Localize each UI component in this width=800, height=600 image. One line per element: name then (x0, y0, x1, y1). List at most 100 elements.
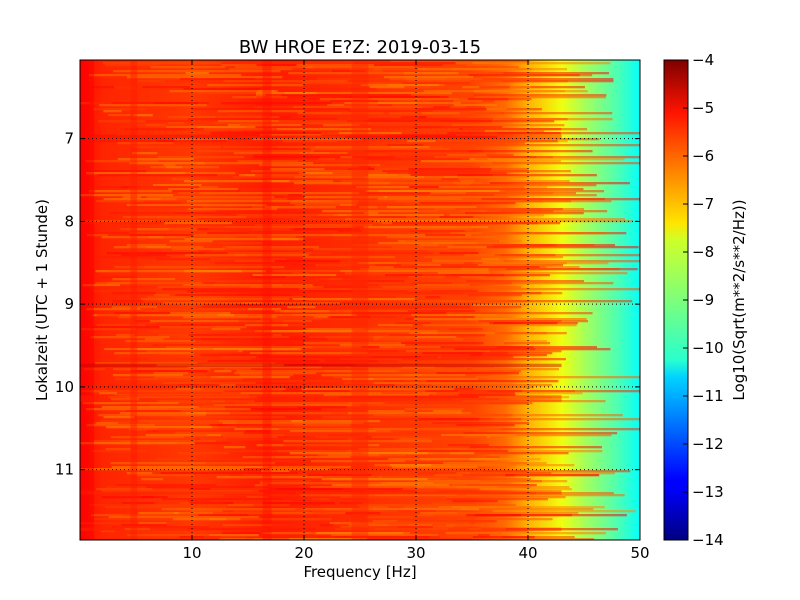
heatmap-cell (449, 214, 545, 217)
heatmap-cell (420, 332, 548, 335)
heatmap-cell (487, 108, 542, 111)
heatmap-cell (136, 88, 180, 91)
heatmap-cell (311, 510, 459, 513)
heatmap-cell (174, 212, 305, 215)
heatmap-cell (370, 166, 489, 169)
heatmap-cell (184, 238, 299, 241)
heatmap-cell (96, 324, 147, 327)
colorbar-tick-label: −8 (692, 243, 714, 261)
y-tick-label: 8 (64, 212, 74, 230)
heatmap-cell (434, 138, 600, 141)
heatmap-cell (109, 212, 231, 215)
heatmap-cell (80, 386, 207, 389)
heatmap-cell (216, 476, 382, 479)
colorbar-tick-label: −5 (692, 99, 714, 117)
heatmap-cell (302, 82, 402, 85)
heatmap-cell (466, 280, 584, 283)
heatmap-cell (389, 112, 502, 115)
heatmap-cell (112, 442, 151, 445)
heatmap-cell (364, 176, 530, 179)
heatmap-cell (222, 246, 260, 249)
heatmap-cell (364, 212, 379, 215)
heatmap-cell (109, 486, 254, 489)
heatmap-cell (358, 166, 376, 169)
heatmap-cell (144, 310, 160, 313)
heatmap-cell (146, 172, 236, 175)
heatmap-cell (187, 460, 332, 463)
heatmap-cell (489, 260, 640, 263)
heatmap-cell (454, 348, 611, 351)
heatmap-cell (339, 502, 363, 505)
heatmap-cell (492, 74, 593, 77)
heatmap-cell (284, 92, 452, 95)
heatmap-cell (160, 472, 299, 475)
heatmap-cell (363, 170, 491, 173)
heatmap-cell (450, 232, 607, 235)
heatmap-cell (340, 182, 484, 185)
heatmap-cell (470, 184, 597, 187)
heatmap-cell (258, 356, 421, 359)
spectrogram-heatmap (80, 60, 640, 540)
heatmap-cell (447, 132, 561, 135)
heatmap-cell (214, 370, 232, 373)
heatmap-cell (447, 154, 487, 157)
heatmap-cell (260, 380, 341, 383)
heatmap-cell (360, 268, 507, 271)
heatmap-cell (307, 474, 372, 477)
heatmap-cell (97, 174, 218, 177)
heatmap-cell (263, 330, 355, 333)
heatmap-cell (163, 382, 256, 385)
heatmap-cell (321, 156, 435, 159)
heatmap-cell (418, 228, 473, 231)
heatmap-cell (392, 222, 561, 225)
heatmap-cell (86, 234, 108, 237)
heatmap-cell (403, 374, 422, 377)
heatmap-cell (472, 304, 529, 307)
heatmap-cell (229, 68, 293, 71)
heatmap-cell (239, 374, 294, 377)
heatmap-cell (397, 240, 522, 243)
spectral-line (351, 60, 369, 540)
heatmap-cell (298, 218, 353, 221)
heatmap-cell (224, 226, 354, 229)
heatmap-cell (98, 414, 206, 417)
spectrogram-texture (80, 60, 640, 540)
heatmap-cell (374, 470, 528, 473)
heatmap-cell (283, 194, 350, 197)
heatmap-cell (90, 390, 108, 393)
heatmap-cell (495, 200, 612, 203)
heatmap-cell (259, 232, 323, 235)
heatmap-cell (446, 498, 548, 501)
heatmap-cell (178, 192, 321, 195)
heatmap-cell (366, 192, 431, 195)
heatmap-cell (116, 484, 217, 487)
heatmap-cell (304, 342, 402, 345)
colorbar-tick-label: −14 (692, 531, 724, 549)
heatmap-cell (293, 106, 434, 109)
heatmap-cell (363, 452, 516, 455)
heatmap-cell (179, 78, 255, 81)
heatmap-cell (167, 116, 280, 119)
heatmap-cell (288, 194, 302, 197)
heatmap-cell (463, 366, 495, 369)
heatmap-cell (321, 478, 428, 481)
heatmap-cell (293, 186, 375, 189)
heatmap-cell (404, 408, 464, 411)
heatmap-cell (294, 136, 391, 139)
heatmap-cell (106, 420, 220, 423)
heatmap-cell (452, 500, 498, 503)
heatmap-cell (185, 72, 209, 75)
heatmap-cell (306, 66, 414, 69)
heatmap-cell (478, 396, 552, 399)
heatmap-cell (156, 258, 211, 261)
heatmap-cell (128, 142, 237, 145)
heatmap-cell (235, 384, 395, 387)
heatmap-cell (287, 306, 316, 309)
heatmap-cell (161, 296, 304, 299)
heatmap-cell (405, 432, 465, 435)
heatmap-cell (464, 254, 524, 257)
heatmap-cell (447, 314, 497, 317)
heatmap-cell (468, 150, 593, 153)
heatmap-cell (420, 98, 532, 101)
heatmap-cell (353, 62, 456, 65)
